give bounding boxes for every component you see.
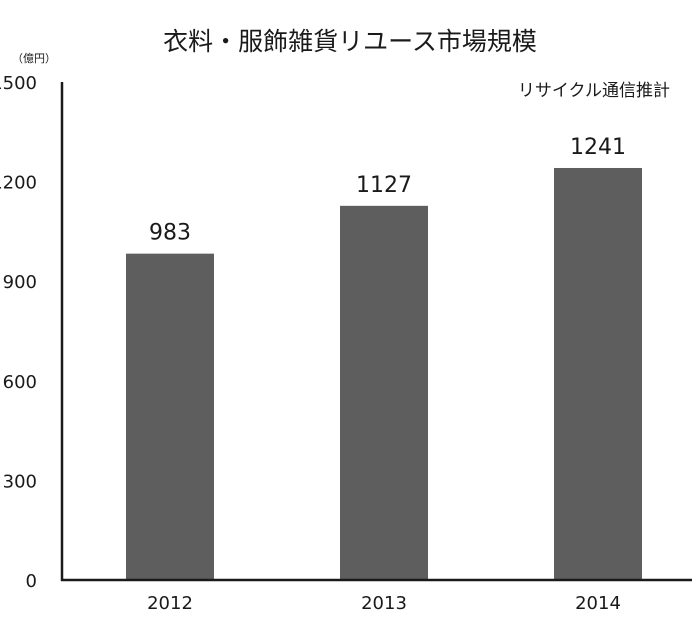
data-label: 1127 (356, 173, 412, 198)
bar (340, 205, 428, 580)
y-tick-label: 900 (3, 272, 37, 293)
bar (126, 253, 214, 581)
y-tick-label: 1500 (0, 73, 37, 94)
chart-title: 衣料・服飾雑貨リユース市場規模 (163, 27, 537, 56)
data-label: 1241 (570, 135, 626, 160)
x-axis-ticks: 2012 2013 2014 (147, 593, 621, 614)
y-tick-label: 300 (3, 471, 37, 492)
x-tick-label: 2012 (147, 593, 193, 614)
y-tick-label: 0 (26, 571, 37, 592)
x-tick-label: 2013 (361, 593, 407, 614)
y-axis-ticks: 0 300 600 900 1200 1500 (0, 73, 37, 592)
source-note: リサイクル通信推計 (518, 81, 670, 101)
data-labels: 983 1127 1241 (149, 135, 626, 246)
y-axis-unit: （億円） (12, 52, 56, 65)
data-label: 983 (149, 221, 191, 246)
bar (554, 167, 642, 580)
y-tick-label: 600 (3, 372, 37, 393)
bars (126, 167, 642, 581)
x-tick-label: 2014 (575, 593, 621, 614)
y-tick-label: 1200 (0, 173, 37, 194)
